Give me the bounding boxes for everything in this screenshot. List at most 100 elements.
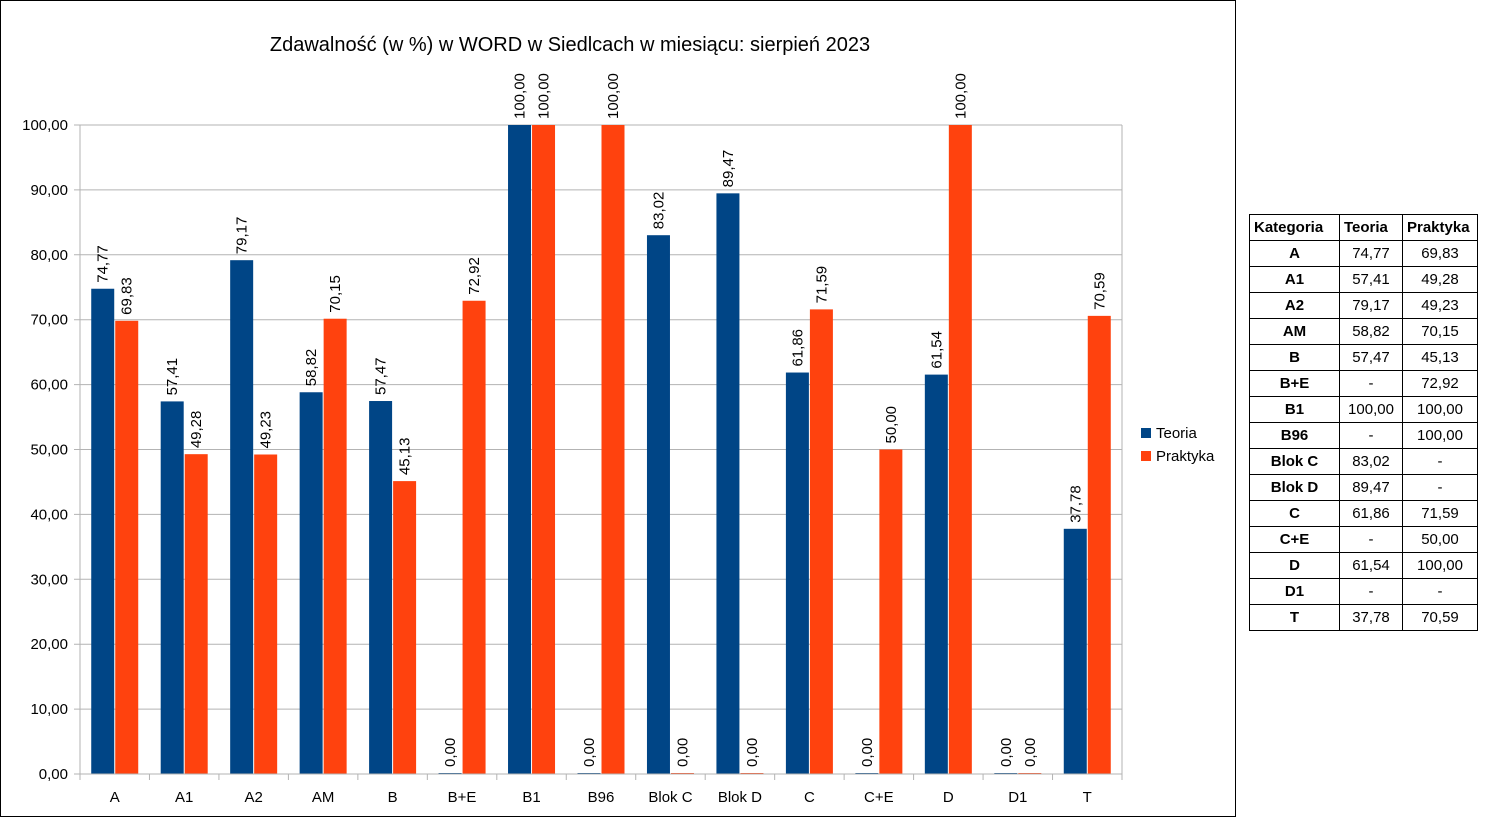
chart-title: Zdawalność (w %) w WORD w Siedlcach w mi…	[270, 34, 870, 56]
bar-praktyka	[323, 318, 347, 774]
data-label: 57,47	[373, 357, 390, 395]
data-label: 61,54	[928, 331, 945, 369]
bar-praktyka	[462, 300, 486, 774]
table-cell-kategoria: D	[1249, 552, 1340, 579]
y-tick-label: 100,00	[22, 117, 68, 134]
data-label: 45,13	[397, 438, 414, 476]
header-kategoria: Kategoria	[1249, 214, 1340, 241]
table-row: D 61,54 100,00	[1249, 552, 1478, 579]
bar-teoria	[1063, 528, 1087, 774]
data-label: 37,78	[1067, 485, 1084, 523]
bar-teoria	[924, 374, 948, 774]
bar-praktyka	[601, 125, 625, 774]
x-tick-label: A2	[244, 789, 262, 806]
x-tick-label: B+E	[448, 789, 477, 806]
data-label: 61,86	[789, 329, 806, 367]
y-tick-label: 30,00	[30, 571, 68, 588]
data-label: 0,00	[674, 738, 691, 767]
data-label: 0,00	[998, 738, 1015, 767]
x-tick-label: Blok D	[718, 789, 762, 806]
y-tick-label: 20,00	[30, 636, 68, 653]
x-tick-label: B1	[522, 789, 540, 806]
table-row: A 74,77 69,83	[1249, 240, 1478, 267]
table-cell-teoria: 57,47	[1339, 344, 1403, 371]
table-cell-teoria: 58,82	[1339, 318, 1403, 345]
x-tick-label: C	[804, 789, 815, 806]
y-tick-label: 80,00	[30, 247, 68, 264]
x-tick-label: AM	[312, 789, 335, 806]
table-row: B96-100,00	[1249, 422, 1478, 449]
axes: 0,00 10,00 20,00 30,00 40,00 50,00 60,00 70,00 8…	[22, 117, 1123, 806]
table-cell-kategoria: B	[1249, 344, 1340, 371]
bar-praktyka	[879, 449, 903, 774]
legend-swatch-teoria	[1141, 428, 1151, 438]
bar-praktyka	[809, 309, 833, 774]
table-cell-praktyka: -	[1402, 474, 1478, 501]
data-label: 100,00	[952, 73, 969, 119]
table-cell-praktyka: 49,28	[1402, 266, 1478, 293]
bar-teoria	[369, 401, 393, 774]
x-tick-label: D1	[1008, 789, 1027, 806]
bar-teoria	[508, 125, 532, 774]
bar-teoria	[299, 392, 323, 774]
data-label: 74,77	[95, 245, 112, 283]
data-label: 69,83	[119, 277, 136, 315]
bar-teoria	[160, 401, 184, 774]
data-label: 72,92	[466, 257, 483, 295]
data-label: 57,41	[164, 358, 181, 396]
legend-label-praktyka: Praktyka	[1156, 448, 1215, 465]
data-label: 49,23	[258, 411, 275, 449]
bars	[91, 125, 1111, 774]
bar-praktyka	[948, 125, 972, 774]
data-label: 58,82	[303, 349, 320, 387]
data-labels: 74,77 57,41 79,17 58,82 57,47 0,00 100,00 0,00 8…	[95, 73, 1109, 767]
data-label: 100,00	[605, 73, 622, 119]
data-label: 70,59	[1091, 272, 1108, 310]
x-tick-label: D	[943, 789, 954, 806]
table-cell-teoria: 61,54	[1339, 552, 1403, 579]
table-cell-praktyka: 69,83	[1402, 240, 1478, 267]
bar-chart: Zdawalność (w %) w WORD w Siedlcach w mi…	[22, 34, 1215, 806]
y-tick-label: 40,00	[30, 506, 68, 523]
table-cell-teoria: 74,77	[1339, 240, 1403, 267]
data-label: 83,02	[650, 192, 667, 230]
x-tick-label: Blok C	[648, 789, 692, 806]
data-label: 0,00	[581, 738, 598, 767]
table-cell-kategoria: Blok C	[1249, 448, 1340, 475]
table-row: T 37,78 70,59	[1249, 604, 1478, 631]
table-row: B1 100,00 100,00	[1249, 396, 1478, 423]
y-tick-label: 0,00	[39, 766, 68, 783]
table-cell-kategoria: A1	[1249, 266, 1340, 293]
data-table: Kategoria Teoria Praktyka A 74,77 69,83 A1 5…	[1249, 214, 1478, 631]
table-cell-kategoria: B+E	[1249, 370, 1340, 397]
bar-teoria	[785, 372, 809, 774]
data-label: 100,00	[512, 73, 529, 119]
x-tick-label: C+E	[864, 789, 894, 806]
table-cell-kategoria: AM	[1249, 318, 1340, 345]
data-label: 89,47	[720, 150, 737, 188]
data-label: 79,17	[234, 217, 251, 255]
data-label: 0,00	[859, 738, 876, 767]
header-teoria: Teoria	[1339, 214, 1403, 241]
table-cell-teoria: -	[1339, 526, 1403, 553]
x-tick-label: T	[1083, 789, 1092, 806]
table-cell-teoria: 100,00	[1339, 396, 1403, 423]
table-cell-teoria: 79,17	[1339, 292, 1403, 319]
table-cell-praktyka: -	[1402, 448, 1478, 475]
table-cell-teoria: -	[1339, 578, 1403, 605]
data-label: 49,28	[188, 411, 205, 449]
table-row: AM 58,82 70,15	[1249, 318, 1478, 345]
legend-label-teoria: Teoria	[1156, 425, 1198, 442]
table-cell-kategoria: C	[1249, 500, 1340, 527]
table-cell-teoria: -	[1339, 422, 1403, 449]
data-label: 0,00	[442, 738, 459, 767]
table-cell-kategoria: C+E	[1249, 526, 1340, 553]
bar-praktyka	[532, 125, 556, 774]
header-praktyka: Praktyka	[1402, 214, 1478, 241]
table-cell-praktyka: 45,13	[1402, 344, 1478, 371]
y-tick-label: 60,00	[30, 377, 68, 394]
table-cell-teoria: 89,47	[1339, 474, 1403, 501]
legend: Teoria Praktyka	[1141, 425, 1215, 465]
table-cell-praktyka: 49,23	[1402, 292, 1478, 319]
table-row: A1 57,41 49,28	[1249, 266, 1478, 293]
